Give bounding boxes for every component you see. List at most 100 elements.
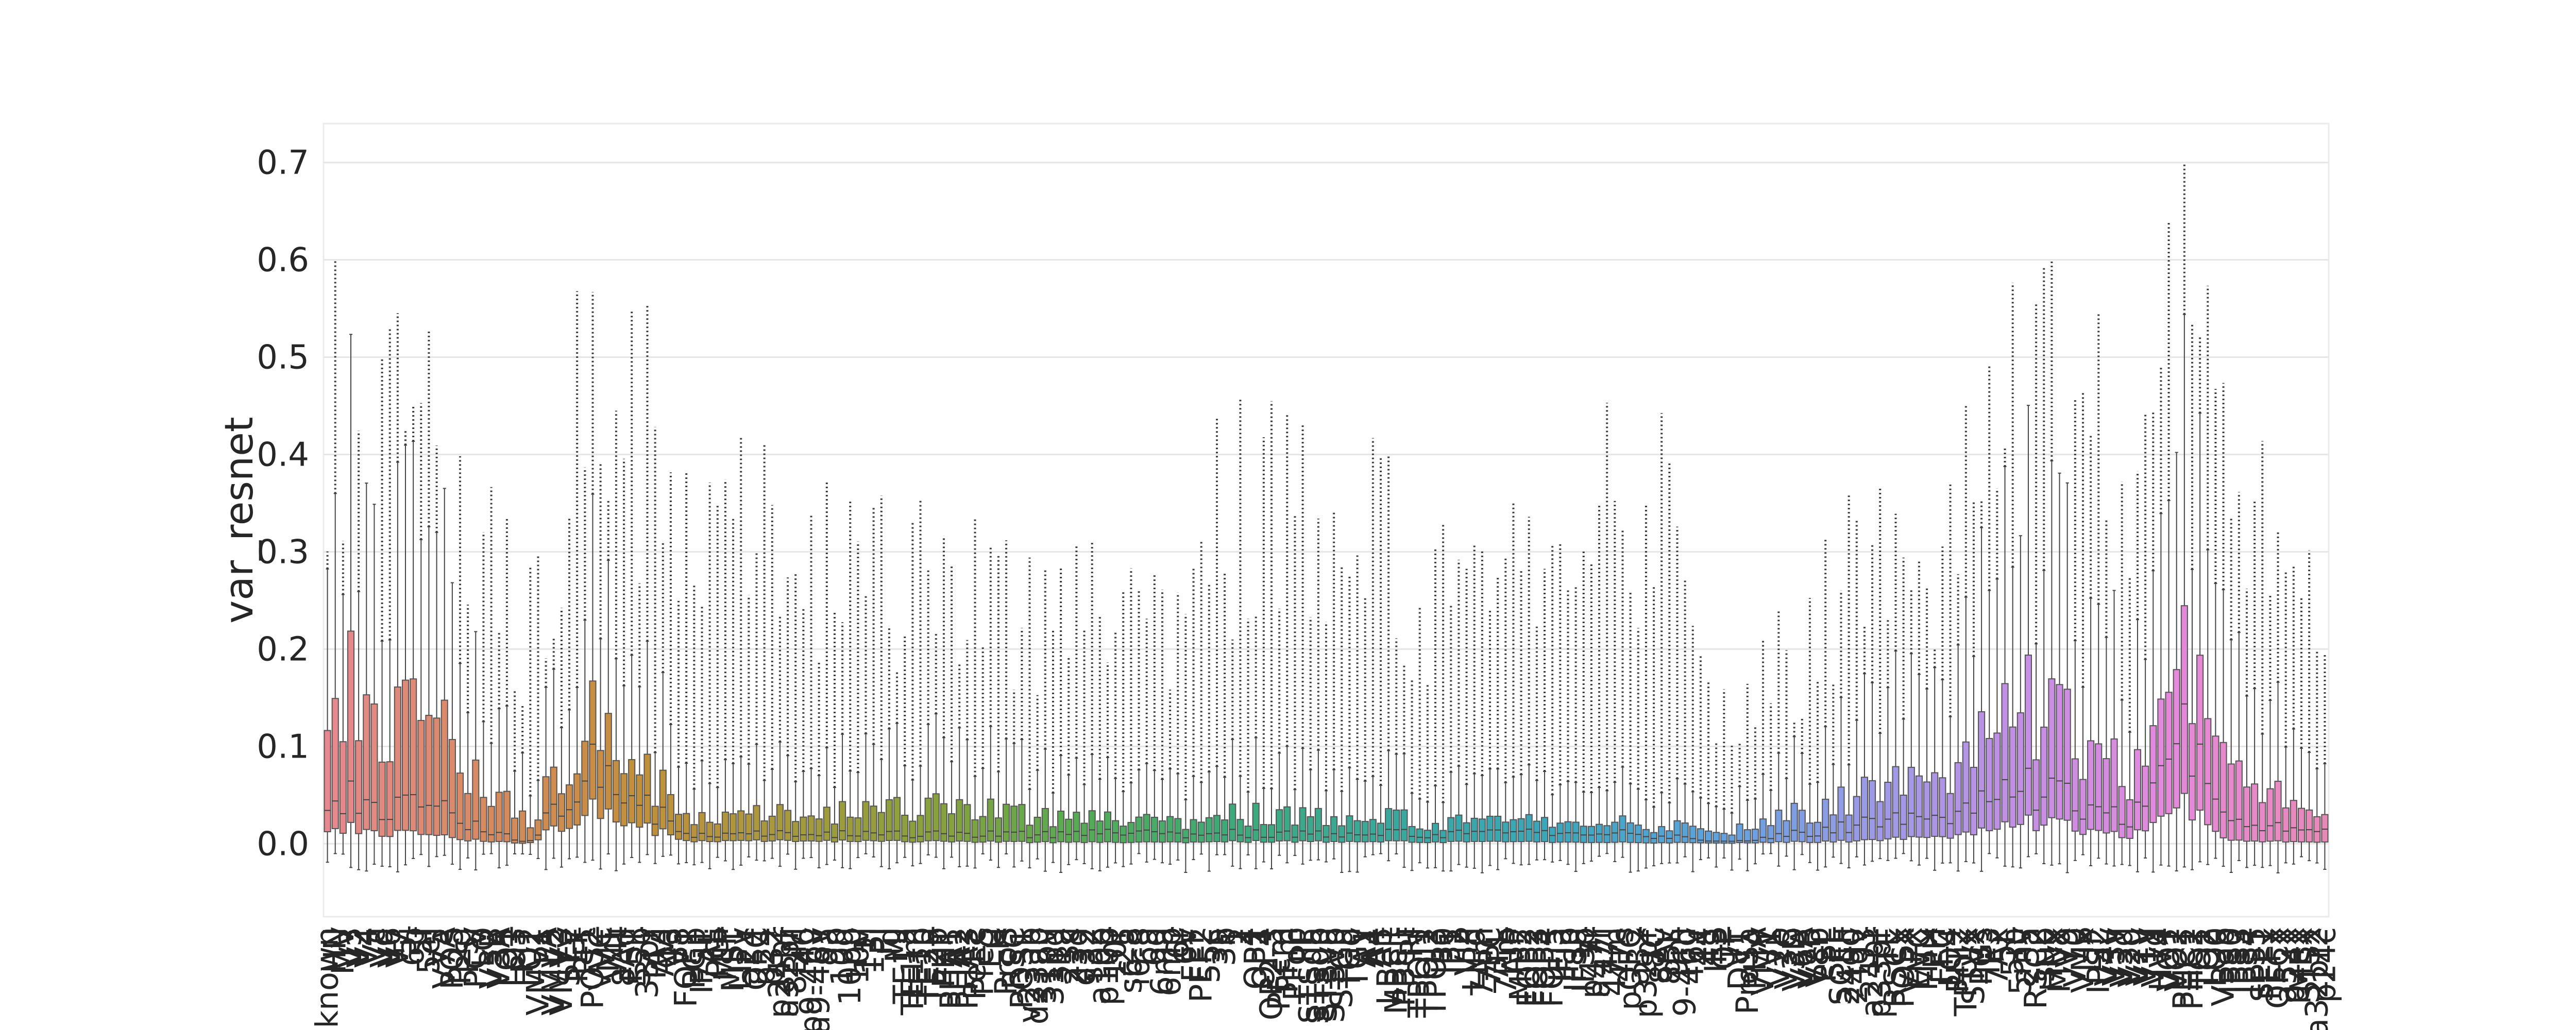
box-PreS — [979, 645, 987, 854]
x-tick-label: 8BM — [777, 927, 814, 994]
box-V7B — [1806, 597, 1814, 863]
x-tick-label: PHA1 — [934, 927, 970, 1010]
box-IFSa — [1572, 586, 1580, 872]
box-iqr — [1221, 819, 1229, 843]
box-iqr — [2157, 698, 2165, 817]
box-V6 — [386, 328, 394, 868]
box-iqr — [1611, 821, 1619, 843]
box-iqr — [1962, 741, 1970, 833]
box-V2 — [355, 431, 363, 870]
box-iqr — [1556, 822, 1564, 843]
x-tick-label: PreS — [965, 927, 1001, 995]
x-tick-label: FEFx — [2252, 927, 2288, 1000]
box-iqr — [1970, 766, 1978, 835]
x-tick-label: TE2a — [910, 927, 946, 1005]
box-iqr — [2009, 726, 2016, 828]
box-Vc — [370, 504, 378, 865]
x-tick-label: SCEF — [1823, 927, 1859, 1005]
x-tick-label: RSC2 — [2018, 927, 2054, 1009]
box-MT — [604, 499, 612, 855]
x-tick-label: MBx — [2283, 927, 2319, 993]
box-V4t — [612, 410, 620, 871]
x-tick-label: PeEc — [957, 927, 993, 1000]
box-iqr — [410, 678, 417, 832]
box-PFop — [1291, 516, 1299, 856]
x-tick-label: 7Pm — [1487, 927, 1523, 995]
box-PIT — [519, 705, 527, 855]
x-tick-label: PSL — [1807, 926, 1843, 982]
x-tick-label: 2 — [1222, 927, 1258, 947]
box-iqr — [1213, 815, 1221, 843]
box-iqr — [581, 741, 589, 816]
x-tick-label: VMV — [1745, 927, 1781, 996]
x-tick-label: 5el — [411, 927, 447, 974]
box-iqr — [440, 699, 448, 836]
box-TF — [1728, 743, 1736, 871]
box-iqr — [2103, 758, 2110, 834]
box-iqr — [1931, 772, 1939, 837]
box-iqr — [2204, 718, 2212, 826]
box-iqr — [768, 815, 776, 842]
box-a24pr — [1869, 545, 1876, 862]
box-iqr — [1790, 802, 1798, 842]
box-iqr — [846, 816, 854, 842]
box-MIP — [721, 479, 729, 862]
x-tick-label: LIPd — [1456, 927, 1493, 991]
box-iqr — [1190, 819, 1197, 843]
box-VMV — [1759, 640, 1767, 855]
box-iqr — [456, 772, 464, 840]
x-tick-label: VMV1 — [520, 927, 556, 1016]
box-OP4 — [1260, 437, 1267, 863]
box-iqr — [527, 827, 534, 844]
box-2 — [1236, 398, 1244, 869]
x-tick-label: PFop — [1277, 927, 1313, 1001]
box-PFcm — [1276, 608, 1283, 856]
x-tick-label: Vc — [356, 927, 392, 965]
box-iqr — [1049, 826, 1057, 844]
box-i6-8 — [1135, 589, 1143, 854]
box-OP — [1720, 689, 1728, 859]
box-iqr — [378, 761, 386, 837]
box-FFC — [1939, 546, 1946, 864]
box-iqr — [1580, 826, 1587, 843]
box-iqr — [643, 753, 651, 824]
box-iqr — [1299, 807, 1307, 842]
box-iqr — [448, 739, 456, 838]
box-iqr — [417, 719, 425, 835]
box-iqr — [1845, 814, 1853, 843]
box-47l — [1603, 403, 1611, 854]
box-TGv — [1353, 555, 1361, 873]
box-33 — [1860, 625, 1868, 866]
x-tick-label: TF — [1714, 927, 1750, 964]
x-tick-label: TE1a — [887, 927, 923, 1005]
box-iqr — [714, 823, 721, 843]
x-tick-label: 7Am — [1464, 927, 1500, 998]
x-tick-label: 6mp — [1152, 927, 1188, 997]
box-46 — [800, 608, 807, 859]
x-tick-label: OP — [1706, 927, 1742, 970]
box-iqr — [932, 793, 940, 842]
x-tick-label: V3B — [473, 927, 510, 989]
x-tick-label: ProSa — [1730, 927, 1766, 1015]
x-tick-label: PGs — [1963, 927, 1999, 986]
x-tick-label: IFSp — [1566, 927, 1602, 992]
box-iqr — [1073, 812, 1080, 843]
x-tick-label: 47l — [1589, 927, 1625, 975]
box-iqr — [800, 816, 807, 842]
box-V4v — [2103, 520, 2110, 865]
x-tick-label: 8Av — [1643, 927, 1680, 984]
box-SFL — [1829, 682, 1837, 858]
box-STV — [565, 517, 573, 860]
box-5i — [401, 431, 410, 866]
box-DVT — [1736, 743, 1743, 860]
x-tick-label: OP4 — [1246, 927, 1282, 990]
box-TPOJx — [1962, 403, 1970, 862]
box-V7 — [394, 313, 401, 872]
x-tick-label: A1 — [1347, 927, 1383, 968]
x-tick-label: STSva — [1308, 927, 1344, 1022]
y-tick-label: 0.1 — [257, 728, 309, 766]
x-tick-label: 6ma — [1144, 927, 1180, 995]
box-IPS1 — [698, 606, 706, 863]
box-iqr — [1736, 823, 1743, 843]
box-iqr — [706, 821, 714, 843]
